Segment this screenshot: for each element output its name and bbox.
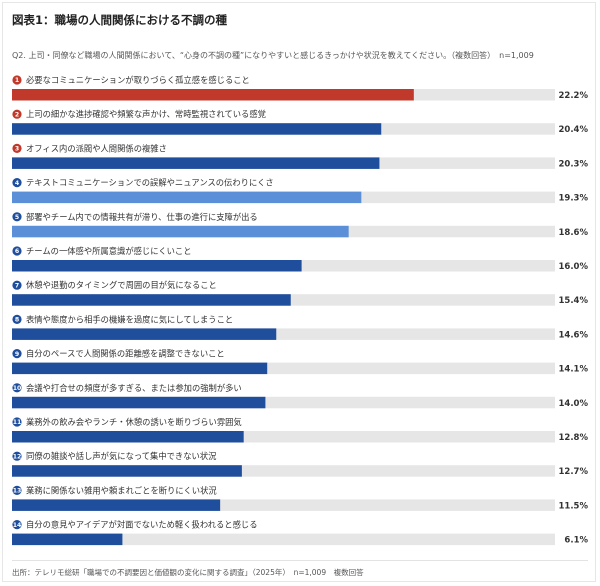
value-label: 18.6% <box>559 228 589 238</box>
bar <box>12 533 123 546</box>
category-label: 表情や態度から相手の機嫌を過度に気にしてしまうこと <box>26 314 233 324</box>
chart-frame <box>2 2 596 582</box>
value-label: 15.4% <box>559 296 589 306</box>
bar <box>12 89 414 101</box>
category-label: 同僚の雑談や話し声が気になって集中できない状況 <box>26 451 216 461</box>
rank-badge <box>12 143 22 153</box>
bar <box>12 396 266 409</box>
bar-track <box>12 328 555 340</box>
category-label: 業務外の飲み会やランチ・休憩の誘いを断りづらい雰囲気 <box>26 417 242 427</box>
rank-badge <box>12 280 22 290</box>
bar <box>12 499 221 511</box>
category-label: 自分のペースで人間関係の距離感を調整できないこと <box>26 349 225 359</box>
value-label: 12.8% <box>559 433 589 443</box>
rank-number: 3 <box>15 146 19 153</box>
rank-badge <box>12 178 22 188</box>
bar-track <box>12 499 555 511</box>
category-label: 休憩や退勤のタイミングで周囲の目が気になること <box>26 280 217 290</box>
bar-track <box>12 465 555 477</box>
category-label: 自分の意見やアイデアが対面でないため軽く扱われると感じる <box>26 520 258 530</box>
value-label: 14.6% <box>559 330 589 340</box>
value-label: 6.1% <box>564 536 588 546</box>
bar <box>12 191 362 204</box>
rank-badge <box>12 451 22 461</box>
bar <box>12 431 244 443</box>
value-label: 20.3% <box>559 159 589 169</box>
rank-badge <box>12 212 22 222</box>
rank-badge <box>12 417 22 427</box>
footer-divider <box>12 560 588 561</box>
category-label: オフィス内の派閥や人間関係の複雑さ <box>26 143 167 153</box>
bar <box>12 225 349 238</box>
rank-number: 14 <box>13 522 22 529</box>
category-label: 会議や打合せの頻度が多すぎる、または参加の強制が多い <box>26 383 242 393</box>
bar <box>12 260 302 272</box>
bar-track <box>12 431 555 443</box>
rank-badge <box>12 246 22 256</box>
bar <box>12 294 291 306</box>
rank-number: 2 <box>15 111 19 118</box>
value-label: 14.1% <box>559 365 589 375</box>
survey-question: Q2. 上司・同僚など職場の人間関係において、“心身の不調の種”になりやすいと感… <box>12 51 534 60</box>
rank-number: 12 <box>13 453 22 460</box>
source-note: 出所：テレリモ総研「職場での不調要因と価値観の変化に関する調査」（2025年） … <box>12 568 364 577</box>
rank-number: 1 <box>15 77 19 84</box>
rank-badge <box>12 109 22 119</box>
bar-track <box>12 533 555 546</box>
rank-badge <box>12 383 22 393</box>
category-label: チームの一体感や所属意識が感じにくいこと <box>26 246 192 256</box>
value-label: 12.7% <box>559 467 589 477</box>
bar-track <box>12 362 555 375</box>
bar <box>12 123 382 135</box>
category-label: 必要なコミュニケーションが取りづらく孤立感を感じること <box>26 75 250 85</box>
category-label: 部署やチーム内での情報共有が滞り、仕事の進行に支障が出る <box>26 212 258 222</box>
rank-number: 10 <box>13 385 22 392</box>
rank-badge <box>12 349 22 359</box>
category-label: 上司の細かな進捗確認や頻繁な声かけ、常時監視されている感覚 <box>26 109 266 119</box>
value-label: 22.2% <box>559 91 589 101</box>
value-label: 11.5% <box>559 501 589 511</box>
rank-badge <box>12 314 22 324</box>
value-label: 14.0% <box>559 399 589 409</box>
rank-number: 8 <box>15 317 19 324</box>
rank-number: 7 <box>15 282 19 289</box>
value-label: 19.3% <box>559 194 589 204</box>
bar <box>12 362 268 375</box>
rank-badge <box>12 485 22 495</box>
bar-track <box>12 396 555 409</box>
category-label: テキストコミュニケーションでの誤解やニュアンスの伝わりにくさ <box>26 178 274 188</box>
rank-number: 5 <box>15 214 19 221</box>
bar <box>12 328 277 340</box>
bar <box>12 465 242 477</box>
rank-badge <box>12 520 22 530</box>
category-label: 業務に関係ない雑用や頼まれごとを断りにくい状況 <box>26 485 217 495</box>
rank-number: 6 <box>15 248 19 255</box>
rank-number: 11 <box>13 419 22 426</box>
bar <box>12 157 380 169</box>
rank-number: 4 <box>15 180 20 187</box>
value-label: 16.0% <box>559 262 589 272</box>
rank-number: 9 <box>15 351 19 358</box>
value-label: 20.4% <box>559 125 589 135</box>
rank-badge <box>12 75 22 85</box>
rank-number: 13 <box>13 488 22 495</box>
chart-title: 図表1：職場の人間関係における不調の種 <box>12 13 227 27</box>
